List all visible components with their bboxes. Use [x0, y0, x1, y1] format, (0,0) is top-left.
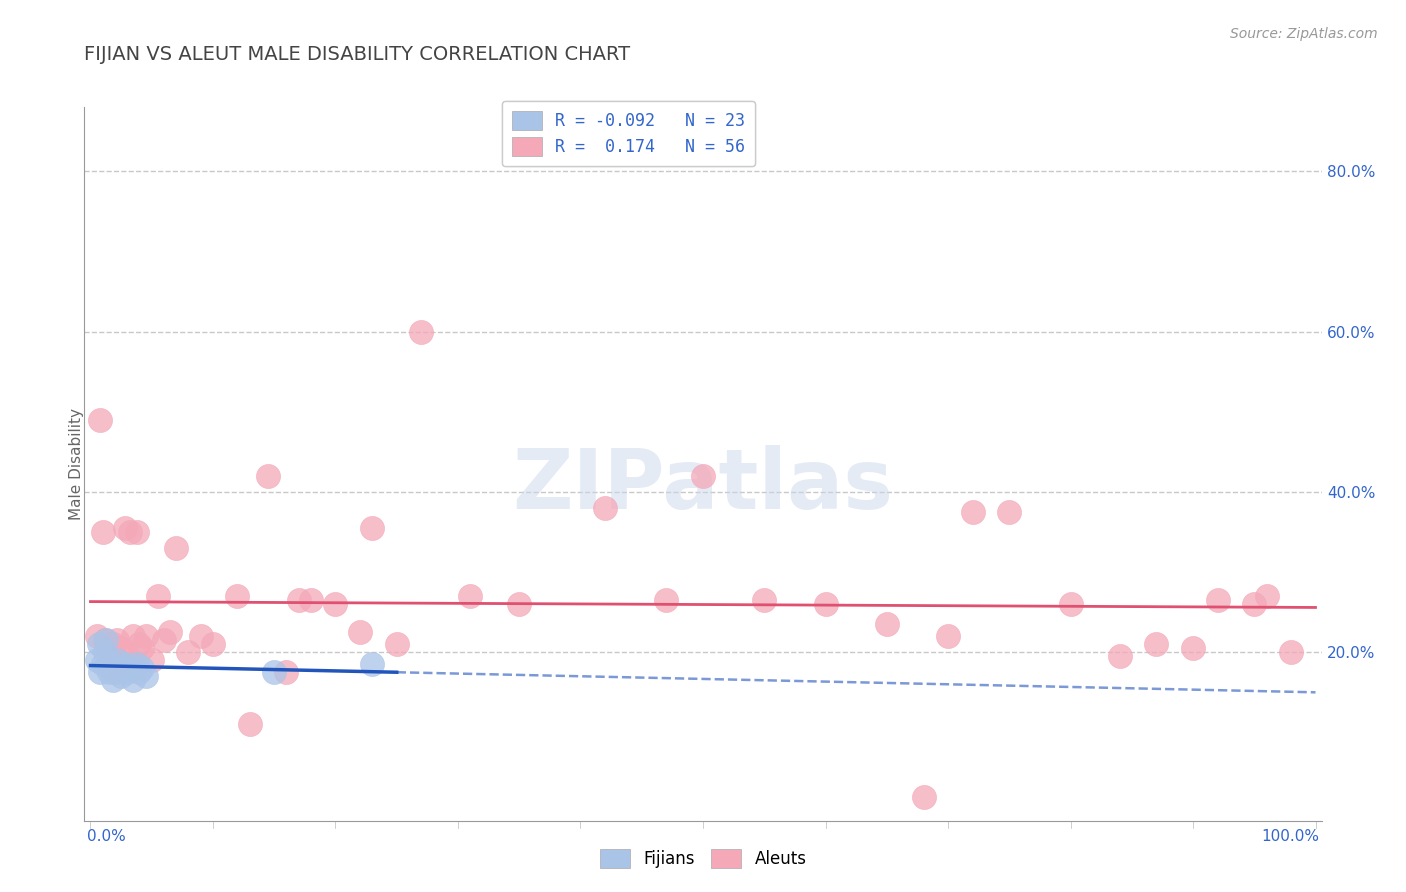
Point	[97, 665, 120, 680]
Point	[1206, 593, 1229, 607]
Point	[276, 665, 298, 680]
Point	[122, 629, 145, 643]
Point	[110, 669, 132, 683]
Point	[1256, 589, 1278, 603]
Point	[128, 637, 150, 651]
Point	[104, 661, 127, 675]
Point	[118, 524, 141, 539]
Point	[87, 637, 110, 651]
Point	[1243, 597, 1265, 611]
Point	[91, 657, 114, 672]
Point	[325, 597, 347, 611]
Point	[114, 657, 136, 672]
Point	[101, 673, 124, 688]
Point	[89, 413, 111, 427]
Point	[876, 617, 898, 632]
Point	[146, 589, 169, 603]
Point	[257, 468, 280, 483]
Point	[177, 645, 200, 659]
Point	[998, 505, 1021, 519]
Point	[458, 589, 481, 603]
Y-axis label: Male Disability: Male Disability	[69, 408, 83, 520]
Point	[96, 633, 118, 648]
Point	[94, 645, 117, 659]
Point	[86, 653, 108, 667]
Point	[101, 637, 124, 651]
Point	[107, 653, 129, 667]
Point	[1182, 641, 1205, 656]
Point	[98, 657, 121, 672]
Point	[135, 629, 157, 643]
Point	[108, 661, 131, 675]
Point	[962, 505, 984, 519]
Legend: R = -0.092   N = 23, R =  0.174   N = 56: R = -0.092 N = 23, R = 0.174 N = 56	[502, 101, 755, 166]
Point	[349, 625, 371, 640]
Point	[115, 649, 138, 664]
Point	[936, 629, 959, 643]
Point	[110, 641, 132, 656]
Point	[361, 521, 384, 535]
Text: 0.0%: 0.0%	[87, 830, 125, 844]
Point	[508, 597, 530, 611]
Point	[299, 593, 322, 607]
Point	[125, 657, 148, 672]
Point	[159, 625, 181, 640]
Point	[141, 653, 163, 667]
Point	[1279, 645, 1302, 659]
Point	[107, 633, 129, 648]
Point	[128, 665, 150, 680]
Point	[104, 665, 127, 680]
Point	[135, 669, 157, 683]
Point	[239, 717, 262, 731]
Point	[118, 661, 141, 675]
Point	[226, 589, 249, 603]
Point	[125, 524, 148, 539]
Text: Source: ZipAtlas.com: Source: ZipAtlas.com	[1230, 27, 1378, 41]
Point	[1059, 597, 1081, 611]
Point	[86, 629, 108, 643]
Point	[1108, 649, 1130, 664]
Point	[165, 541, 187, 555]
Point	[655, 593, 678, 607]
Point	[153, 633, 176, 648]
Point	[114, 521, 136, 535]
Point	[190, 629, 212, 643]
Point	[692, 468, 714, 483]
Point	[115, 665, 138, 680]
Point	[411, 325, 433, 339]
Point	[287, 593, 309, 607]
Legend: Fijians, Aleuts: Fijians, Aleuts	[593, 842, 813, 875]
Point	[89, 665, 111, 680]
Point	[593, 500, 616, 515]
Point	[361, 657, 384, 672]
Point	[385, 637, 408, 651]
Point	[1144, 637, 1167, 651]
Point	[131, 641, 153, 656]
Text: FIJIAN VS ALEUT MALE DISABILITY CORRELATION CHART: FIJIAN VS ALEUT MALE DISABILITY CORRELAT…	[84, 45, 630, 63]
Point	[754, 593, 776, 607]
Point	[97, 645, 120, 659]
Point	[91, 524, 114, 539]
Point	[122, 673, 145, 688]
Text: ZIPatlas: ZIPatlas	[513, 445, 893, 525]
Point	[814, 597, 837, 611]
Point	[131, 661, 153, 675]
Point	[201, 637, 224, 651]
Point	[263, 665, 285, 680]
Text: 100.0%: 100.0%	[1261, 830, 1319, 844]
Point	[94, 633, 117, 648]
Point	[912, 789, 935, 804]
